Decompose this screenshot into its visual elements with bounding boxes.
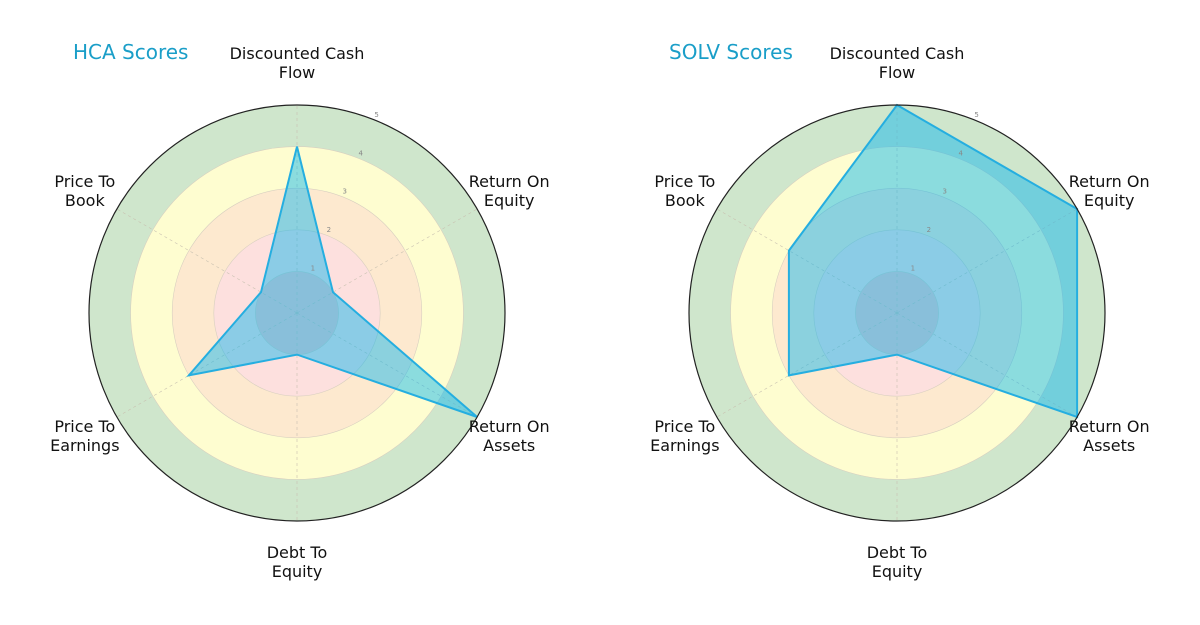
solv-chart-title: SOLV Scores: [669, 40, 793, 64]
radial-tick-label: 3: [943, 188, 947, 196]
axis-label: Return On Equity: [1068, 171, 1150, 210]
outer-circle: [88, 104, 506, 522]
score-polygon: [186, 146, 478, 418]
radial-tick-label: 4: [958, 149, 963, 157]
spoke: [896, 312, 1078, 418]
spoke: [116, 312, 298, 418]
spoke: [116, 208, 298, 314]
radial-tick-label: 2: [327, 226, 331, 234]
hca-radar-chart: 1 2 3 4 5 HCA Scores Discounted Cash Flow Ret…: [50, 40, 550, 581]
radial-tick-label: 5: [974, 111, 978, 119]
axis-label: Discounted Cash Flow: [229, 44, 365, 82]
hca-radar-plot: 1 2 3 4 5: [88, 104, 506, 522]
radial-tick-label: 4: [358, 149, 363, 157]
axis-label: Price To Earnings: [650, 416, 720, 455]
axis-label: Price To Book: [54, 171, 116, 210]
spoke: [296, 208, 478, 314]
outer-circle: [688, 104, 1106, 522]
hca-chart-title: HCA Scores: [73, 40, 189, 64]
spoke: [716, 312, 898, 418]
axis-label: Price To Book: [654, 171, 716, 210]
radial-tick-label: 5: [374, 111, 378, 119]
axis-label: Debt To Equity: [866, 543, 928, 581]
spoke: [296, 312, 478, 418]
radial-tick-label: 1: [911, 265, 915, 273]
axis-label: Return On Assets: [468, 416, 550, 455]
radial-tick-label: 1: [311, 265, 315, 273]
axis-label: Price To Earnings: [50, 416, 120, 455]
axis-label: Return On Equity: [468, 171, 550, 210]
axis-label: Return On Assets: [1068, 416, 1150, 455]
solv-radar-chart: 1 2 3 4 5 SOLV Scores Discounted Cash Flow Re…: [600, 0, 1200, 625]
radial-tick-label: 3: [343, 188, 347, 196]
axis-label: Discounted Cash Flow: [829, 44, 965, 82]
spoke: [716, 208, 898, 314]
axis-label: Debt To Equity: [266, 543, 328, 581]
radial-tick-label: 2: [927, 226, 931, 234]
solv-radar-plot: 1 2 3 4 5: [688, 103, 1106, 522]
spoke: [896, 208, 1078, 314]
